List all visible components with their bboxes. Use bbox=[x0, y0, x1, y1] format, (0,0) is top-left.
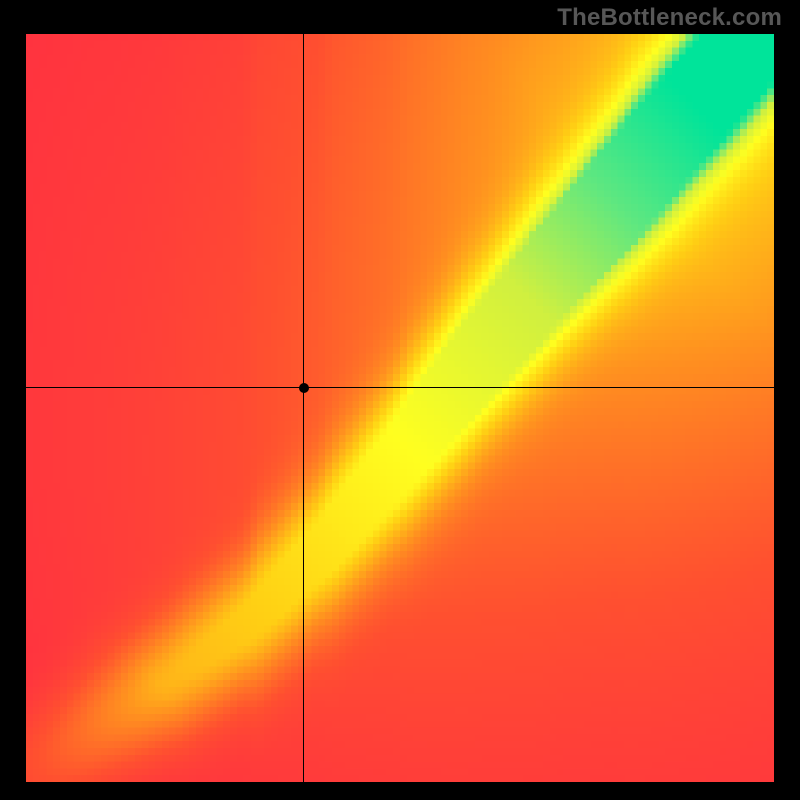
watermark: TheBottleneck.com bbox=[557, 4, 782, 32]
bottleneck-heatmap bbox=[26, 34, 774, 782]
data-point bbox=[299, 383, 309, 393]
crosshair-horizontal bbox=[26, 387, 774, 388]
crosshair-vertical bbox=[303, 34, 304, 782]
